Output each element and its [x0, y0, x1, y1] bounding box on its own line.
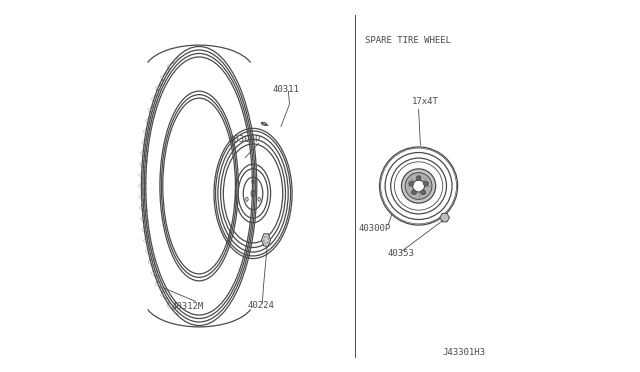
Text: J43301H3: J43301H3 [442, 348, 486, 357]
Text: 17x4T: 17x4T [412, 97, 439, 106]
Circle shape [420, 190, 426, 195]
Polygon shape [440, 214, 449, 222]
Text: 40300P: 40300P [359, 224, 391, 233]
Circle shape [401, 169, 436, 203]
Text: SPARE TIRE WHEEL: SPARE TIRE WHEEL [365, 36, 451, 45]
Circle shape [424, 181, 428, 186]
Polygon shape [262, 234, 271, 246]
Ellipse shape [261, 122, 267, 125]
Text: 40311: 40311 [273, 85, 300, 94]
Circle shape [412, 190, 417, 195]
Text: 40353: 40353 [388, 249, 415, 258]
Circle shape [416, 176, 421, 181]
Circle shape [405, 173, 432, 199]
Circle shape [413, 180, 424, 192]
Circle shape [409, 181, 413, 186]
Text: 40224: 40224 [247, 301, 274, 310]
Text: 40312M: 40312M [172, 302, 204, 311]
Text: 40300P: 40300P [228, 135, 261, 144]
